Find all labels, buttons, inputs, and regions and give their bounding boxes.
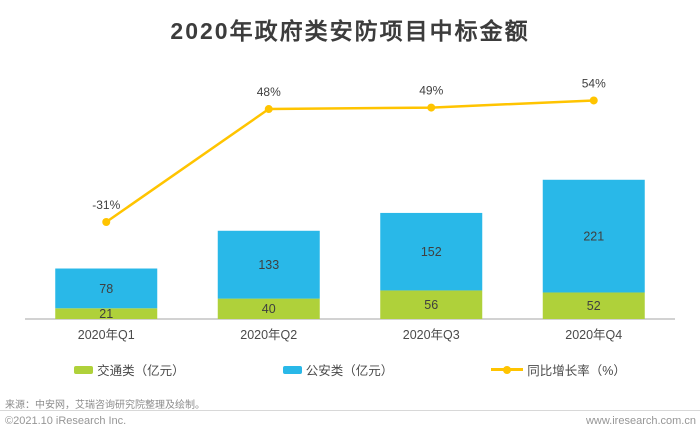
bar-segment-police — [380, 212, 483, 291]
legend-item-police: 公安类（亿元） — [282, 360, 394, 379]
growth-point — [589, 96, 598, 105]
legend-item-transport: 交通类（亿元） — [74, 360, 185, 379]
x-axis-label: 2020年Q3 — [403, 328, 460, 342]
source-note: 来源：中安网，艾瑞咨询研究院整理及绘制。 — [5, 400, 205, 411]
plot-area: 78 21 2020年Q1 133 40 2020年Q2 152 56 2020年Q3 221 52… — [25, 76, 675, 342]
bar-value-transport: 52 — [587, 299, 601, 313]
website-url: www.iresearch.com.cn — [585, 415, 696, 427]
police-swatch-icon — [282, 365, 302, 374]
bar-segment-police — [542, 179, 645, 293]
growth-value-label: -31% — [92, 198, 120, 212]
bar-value-police: 152 — [421, 245, 442, 259]
legend-label-police: 公安类（亿元） — [305, 364, 394, 378]
growth-value-label: 48% — [257, 85, 281, 99]
footer: ©2021.10 iResearch Inc. www.iresearch.co… — [5, 415, 696, 427]
x-axis-label: 2020年Q1 — [78, 328, 135, 342]
legend-item-growth: 同比增长率（%） — [491, 360, 626, 379]
bar-segment-transport — [542, 292, 645, 319]
growth-value-label: 54% — [582, 76, 606, 90]
chart-title: 2020年政府类安防项目中标金额 — [170, 18, 530, 44]
bar-value-police: 78 — [99, 282, 113, 296]
bar-segment-police — [55, 268, 158, 309]
footer-divider — [0, 410, 700, 411]
legend: 交通类（亿元） 公安类（亿元） 同比增长率（%） — [0, 360, 700, 379]
x-axis-label: 2020年Q4 — [565, 328, 622, 342]
bar-segment-transport — [217, 298, 320, 319]
legend-label-transport: 交通类（亿元） — [97, 364, 185, 378]
bar-value-police: 221 — [583, 230, 604, 244]
bar-value-transport: 40 — [262, 302, 276, 316]
x-axis-label: 2020年Q2 — [240, 328, 297, 342]
bar-value-transport: 21 — [99, 307, 113, 321]
legend-label-growth: 同比增长率（%） — [527, 364, 626, 378]
growth-value-label: 49% — [419, 84, 443, 98]
bar-value-police: 133 — [258, 258, 279, 272]
growth-point — [427, 103, 436, 112]
bar-segment-transport — [380, 290, 483, 319]
growth-line — [105, 99, 594, 224]
growth-point — [264, 105, 273, 114]
growth-dot-icon — [503, 365, 512, 374]
growth-line-marker-icon — [491, 365, 524, 374]
copyright-text: ©2021.10 iResearch Inc. — [5, 415, 127, 427]
bar-segment-transport — [55, 308, 158, 319]
bar-segment-police — [217, 230, 320, 299]
bar-value-transport: 56 — [424, 298, 438, 312]
transport-swatch-icon — [74, 365, 94, 374]
growth-point — [102, 218, 111, 226]
